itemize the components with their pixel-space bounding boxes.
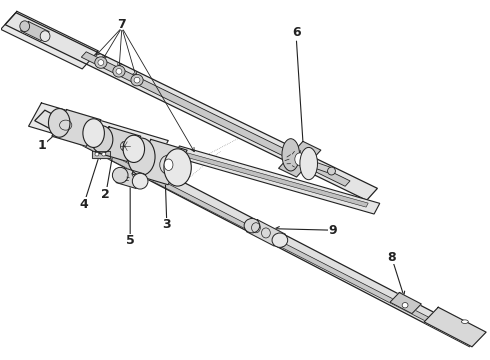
Polygon shape [174,146,380,214]
Ellipse shape [131,75,143,86]
Polygon shape [116,168,144,189]
Ellipse shape [272,233,288,247]
Ellipse shape [98,60,104,66]
Ellipse shape [244,219,260,233]
Ellipse shape [20,21,29,32]
Polygon shape [28,103,168,164]
Ellipse shape [132,173,148,189]
Ellipse shape [282,139,299,171]
Polygon shape [185,153,368,207]
Polygon shape [132,139,187,185]
Polygon shape [390,293,421,314]
Ellipse shape [402,302,408,308]
Text: 1: 1 [38,139,47,152]
Ellipse shape [95,152,99,156]
Ellipse shape [300,147,318,180]
Ellipse shape [462,320,468,323]
Text: 7: 7 [118,18,126,31]
Polygon shape [35,110,480,347]
Polygon shape [0,12,98,69]
Ellipse shape [40,31,50,41]
Polygon shape [5,13,377,200]
Ellipse shape [160,155,177,175]
Polygon shape [307,160,331,172]
Text: 2: 2 [101,188,110,201]
Ellipse shape [49,109,70,137]
Ellipse shape [295,153,305,166]
Ellipse shape [328,167,335,175]
Polygon shape [424,307,486,347]
Polygon shape [95,127,141,162]
Polygon shape [62,131,437,325]
Ellipse shape [134,77,140,83]
Ellipse shape [113,66,125,77]
Polygon shape [52,109,101,147]
Ellipse shape [83,119,104,148]
Ellipse shape [91,126,113,153]
Ellipse shape [112,167,128,183]
Text: 4: 4 [79,198,88,211]
Polygon shape [246,220,286,246]
Polygon shape [81,52,350,186]
Text: 6: 6 [292,27,301,40]
Text: 3: 3 [163,218,171,231]
Ellipse shape [128,138,155,175]
Ellipse shape [95,57,107,68]
Ellipse shape [164,159,173,171]
Ellipse shape [116,68,122,74]
Ellipse shape [102,152,106,156]
Text: 8: 8 [387,251,396,264]
Polygon shape [92,151,110,158]
Polygon shape [21,22,49,41]
Ellipse shape [164,149,191,186]
Text: 9: 9 [329,224,337,237]
Ellipse shape [123,135,145,162]
Polygon shape [279,141,321,177]
Text: 5: 5 [126,234,135,247]
